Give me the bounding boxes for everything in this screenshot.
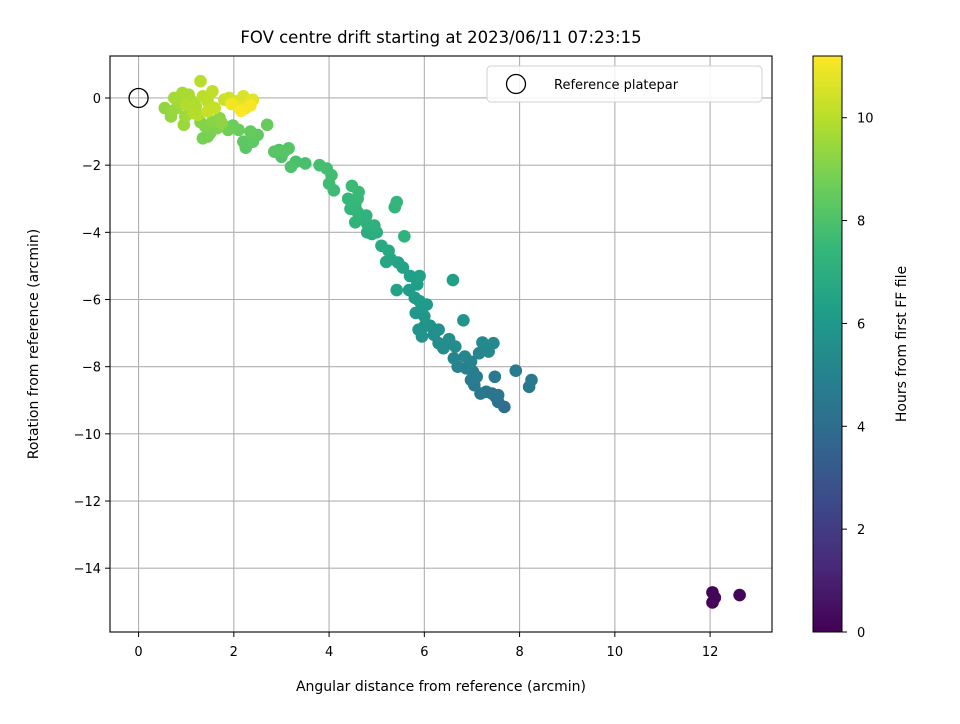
data-point — [447, 351, 461, 365]
data-point — [268, 145, 281, 159]
colorbar-tick-label: 0 — [857, 626, 865, 641]
x-tick-label: 2 — [230, 645, 238, 660]
data-point — [187, 106, 200, 120]
data-point — [348, 215, 362, 229]
data-point — [509, 364, 523, 378]
data-point — [234, 104, 248, 118]
y-tick-label: −14 — [74, 562, 101, 577]
colorbar-label: Hours from first FF file — [894, 266, 910, 422]
data-point — [375, 239, 388, 253]
data-point — [476, 336, 489, 349]
data-point — [206, 84, 219, 98]
colorbar-tick-label: 8 — [857, 215, 865, 230]
legend-marker-icon — [505, 73, 527, 95]
colorbar-tick-label: 10 — [857, 112, 874, 127]
y-tick-label: −2 — [82, 159, 101, 174]
legend: Reference platepar — [486, 65, 763, 103]
data-point — [201, 105, 214, 118]
y-axis-label: Rotation from reference (arcmin) — [26, 229, 42, 459]
x-tick-label: 0 — [134, 645, 142, 660]
data-point — [733, 588, 746, 602]
data-point — [179, 98, 193, 111]
x-tick-label: 10 — [607, 645, 624, 660]
data-point — [284, 160, 298, 174]
data-point — [379, 255, 393, 269]
data-point — [457, 314, 470, 327]
legend-entry-reference-platepar: Reference platepar — [554, 78, 679, 93]
data-point — [413, 269, 426, 283]
y-tick-label: −4 — [82, 226, 101, 241]
data-point — [244, 99, 257, 112]
colorbar-tick-label: 6 — [857, 317, 865, 332]
data-point — [298, 157, 312, 170]
x-tick-label: 6 — [420, 645, 428, 660]
legend-box — [486, 65, 763, 103]
data-point — [464, 355, 478, 368]
data-point — [390, 195, 404, 209]
y-tick-label: −8 — [82, 361, 101, 376]
plot-frame — [109, 55, 773, 633]
data-point — [313, 158, 326, 172]
data-point — [448, 340, 462, 353]
data-point — [446, 273, 460, 287]
y-axis-ticks: 0 −2 −4 −6 −8 −10 −12 −14 — [74, 92, 110, 577]
x-tick-label: 4 — [325, 645, 333, 660]
data-point — [390, 283, 404, 297]
x-tick-label: 8 — [515, 645, 523, 660]
colorbar-tick-label: 2 — [857, 523, 865, 538]
colorbar-tick-label: 4 — [857, 420, 865, 435]
data-point — [708, 591, 722, 605]
data-point — [398, 230, 411, 243]
x-axis-label: Angular distance from reference (arcmin) — [296, 679, 586, 695]
data-point — [277, 145, 291, 159]
data-point — [345, 179, 359, 193]
data-point — [237, 135, 250, 148]
y-tick-label: 0 — [93, 92, 101, 107]
data-point — [244, 125, 257, 138]
data-point — [472, 346, 486, 360]
data-point — [412, 323, 425, 337]
data-point — [341, 192, 355, 206]
data-point — [487, 336, 500, 350]
data-point — [225, 97, 238, 111]
data-point — [525, 373, 538, 387]
data-point — [403, 269, 417, 283]
data-point — [194, 74, 207, 88]
x-tick-label: 12 — [702, 645, 719, 660]
y-tick-label: −10 — [74, 428, 101, 443]
y-tick-label: −6 — [82, 293, 101, 308]
x-axis-ticks: 0 2 4 6 8 10 12 — [134, 632, 718, 660]
reference-platepar-marker — [128, 87, 149, 109]
data-point — [215, 116, 229, 130]
scatter-points — [158, 74, 746, 609]
chart-title: FOV centre drift starting at 2023/06/11 … — [240, 28, 641, 47]
y-tick-label: −12 — [74, 495, 101, 510]
data-point — [491, 388, 505, 402]
colorbar — [812, 55, 843, 633]
colorbar-ticks: 0 2 4 6 8 10 — [842, 112, 874, 641]
data-point — [488, 370, 502, 384]
data-point — [260, 118, 274, 132]
